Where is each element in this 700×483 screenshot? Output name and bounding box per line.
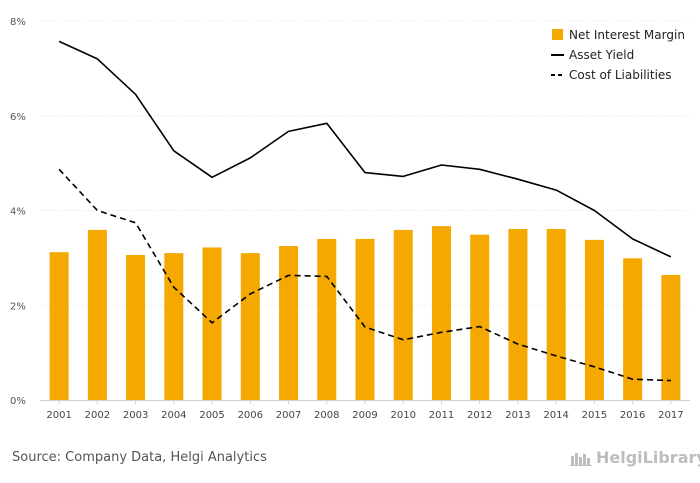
cost-of-liabilities-line <box>58 168 671 382</box>
bar <box>584 239 604 400</box>
chart-area: 0% 2% 4% 6% 8% 2001 2002 2003 2004 2005 2006 2007 20… <box>10 17 690 421</box>
x-tick-label: 2014 <box>543 410 568 421</box>
y-tick-label: 4% <box>10 207 26 218</box>
x-tick-label: 2007 <box>276 410 301 421</box>
bar <box>431 226 451 400</box>
bar <box>661 274 681 400</box>
bar <box>508 228 528 400</box>
x-tick-label: 2015 <box>582 410 607 421</box>
bar <box>623 258 643 400</box>
asset-yield-line <box>58 40 672 258</box>
bar <box>164 253 184 400</box>
legend-swatch <box>552 29 563 40</box>
bar <box>49 252 69 400</box>
bar <box>126 255 146 400</box>
legend-label: Net Interest Margin <box>569 28 685 42</box>
x-tick-label: 2011 <box>429 410 454 421</box>
x-tick-label: 2001 <box>46 410 71 421</box>
bar <box>355 238 375 400</box>
x-tick-label: 2010 <box>391 410 416 421</box>
x-tick-label: 2008 <box>314 410 339 421</box>
bar <box>546 228 566 400</box>
legend-label: Cost of Liabilities <box>569 68 672 82</box>
x-tick-label: 2006 <box>238 410 263 421</box>
bar <box>279 246 299 400</box>
bar <box>202 247 222 400</box>
x-tick-label: 2009 <box>352 410 377 421</box>
x-tick-label: 2003 <box>123 410 148 421</box>
source-note: Source: Company Data, Helgi Analytics <box>12 450 267 465</box>
legend-label: Asset Yield <box>569 48 634 62</box>
brand-logo: HelgiLibrary <box>570 448 700 467</box>
bar <box>240 253 260 400</box>
bar <box>393 229 413 400</box>
x-tick-label: 2016 <box>620 410 645 421</box>
x-tick-label: 2013 <box>505 410 530 421</box>
x-tick-label: 2005 <box>199 410 224 421</box>
x-tick-label: 2002 <box>85 410 110 421</box>
y-tick-label: 6% <box>10 112 26 123</box>
bar <box>317 238 337 400</box>
bar <box>470 234 490 400</box>
y-tick-label: 0% <box>10 396 26 407</box>
x-tick-label: 2004 <box>161 410 186 421</box>
library-icon <box>570 452 592 466</box>
bar <box>87 229 107 400</box>
y-tick-label: 2% <box>10 301 26 312</box>
brand-name: HelgiLibrary <box>596 448 700 467</box>
y-tick-label: 8% <box>10 17 26 28</box>
x-tick-label: 2012 <box>467 410 492 421</box>
x-tick-label: 2017 <box>658 410 683 421</box>
